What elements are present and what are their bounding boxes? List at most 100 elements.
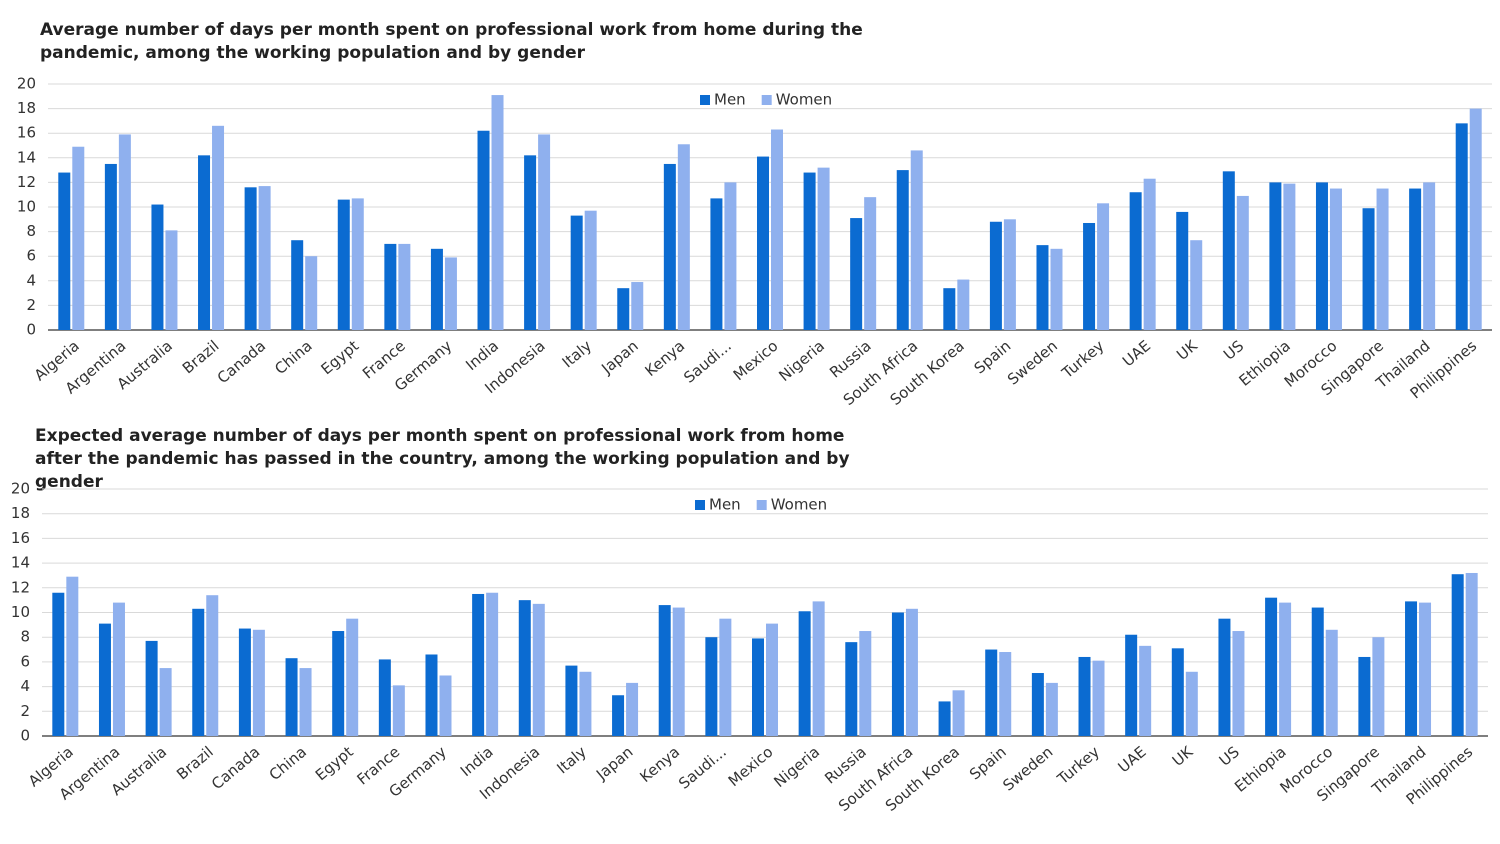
bar	[118, 134, 131, 330]
x-tick-label: Japan	[597, 337, 641, 378]
bar	[66, 576, 79, 736]
x-tick-label: Nigeria	[775, 337, 828, 385]
y-tick-label: 18	[17, 99, 36, 117]
x-tick-label: US	[1220, 337, 1247, 364]
bar	[151, 204, 164, 330]
x-tick-label: Saudi...	[675, 743, 730, 793]
bar	[626, 682, 639, 736]
bar	[957, 279, 970, 330]
bar	[1171, 648, 1184, 736]
legend-label: Women	[771, 496, 827, 514]
bar	[766, 623, 778, 736]
bar	[1265, 597, 1278, 736]
bar	[1045, 682, 1058, 736]
bar	[337, 199, 350, 330]
bar	[477, 130, 490, 330]
bar	[1036, 245, 1049, 330]
bar	[305, 256, 318, 330]
bar	[812, 601, 825, 736]
bar	[1311, 607, 1324, 736]
bar	[584, 210, 597, 330]
bar	[1031, 673, 1044, 736]
bar	[910, 150, 923, 330]
bar	[850, 218, 863, 330]
bar	[1176, 211, 1189, 330]
y-tick-label: 18	[11, 504, 30, 522]
bar	[332, 631, 345, 736]
legend-swatch	[695, 500, 705, 510]
bar	[1283, 183, 1296, 330]
bar	[891, 612, 904, 736]
bar	[1451, 574, 1464, 736]
bar	[817, 167, 830, 330]
bar	[1469, 108, 1482, 330]
bar	[491, 95, 504, 330]
bar	[1358, 656, 1371, 736]
x-tick-label: Canada	[214, 337, 269, 387]
bar	[72, 146, 85, 330]
x-tick-label: UK	[1169, 742, 1197, 770]
bar	[532, 603, 545, 736]
bar	[159, 668, 172, 736]
bar	[1083, 222, 1096, 330]
y-tick-label: 20	[11, 480, 30, 498]
bar	[1465, 572, 1478, 736]
bar	[570, 215, 583, 330]
bar	[672, 607, 685, 736]
bar	[1329, 188, 1342, 330]
bar	[1232, 631, 1245, 736]
bar	[859, 631, 872, 736]
x-tick-label: Egypt	[312, 743, 357, 785]
bar	[285, 658, 298, 736]
bar	[752, 638, 764, 736]
x-tick-label: UAE	[1119, 337, 1154, 371]
bar	[579, 671, 592, 736]
y-tick-label: 2	[20, 702, 30, 720]
bar	[896, 170, 909, 330]
x-tick-label: India	[457, 743, 497, 780]
bar	[1190, 240, 1203, 330]
x-tick-label: UAE	[1115, 743, 1150, 777]
bar	[104, 163, 117, 330]
bar	[617, 288, 630, 330]
bar	[677, 144, 690, 330]
bar	[538, 134, 551, 330]
bar	[1097, 203, 1110, 330]
bar	[565, 665, 578, 736]
chart-title: Average number of days per month spent o…	[40, 20, 863, 63]
bar	[938, 701, 951, 736]
bar	[425, 654, 438, 736]
y-tick-label: 6	[20, 652, 30, 670]
bar	[1279, 602, 1292, 736]
legend-label: Women	[776, 91, 832, 109]
bar	[346, 618, 359, 736]
bar	[845, 642, 858, 736]
x-tick-label: Canada	[208, 743, 263, 793]
bar	[112, 602, 125, 736]
bar	[1143, 178, 1156, 330]
bar	[989, 221, 1002, 330]
x-tick-label: Saudi...	[680, 337, 735, 387]
bar	[1376, 188, 1389, 330]
bar	[1325, 629, 1338, 736]
y-tick-label: 14	[11, 554, 30, 572]
bar	[378, 659, 391, 736]
bar	[198, 155, 211, 330]
bar	[952, 690, 965, 736]
bar	[864, 197, 877, 330]
x-tick-label: Egypt	[318, 337, 363, 379]
x-tick-label: Mexico	[725, 743, 777, 790]
bar	[351, 198, 364, 330]
legend-label: Men	[714, 91, 746, 109]
x-tick-label: Japan	[592, 743, 636, 784]
y-tick-label: 10	[17, 198, 36, 216]
bar	[1125, 634, 1138, 736]
bar	[1409, 188, 1422, 330]
bar	[710, 198, 723, 330]
bar	[392, 685, 405, 736]
bar	[1092, 660, 1105, 736]
bar	[612, 695, 625, 736]
y-tick-label: 14	[17, 148, 36, 166]
x-tick-label: India	[462, 337, 502, 374]
